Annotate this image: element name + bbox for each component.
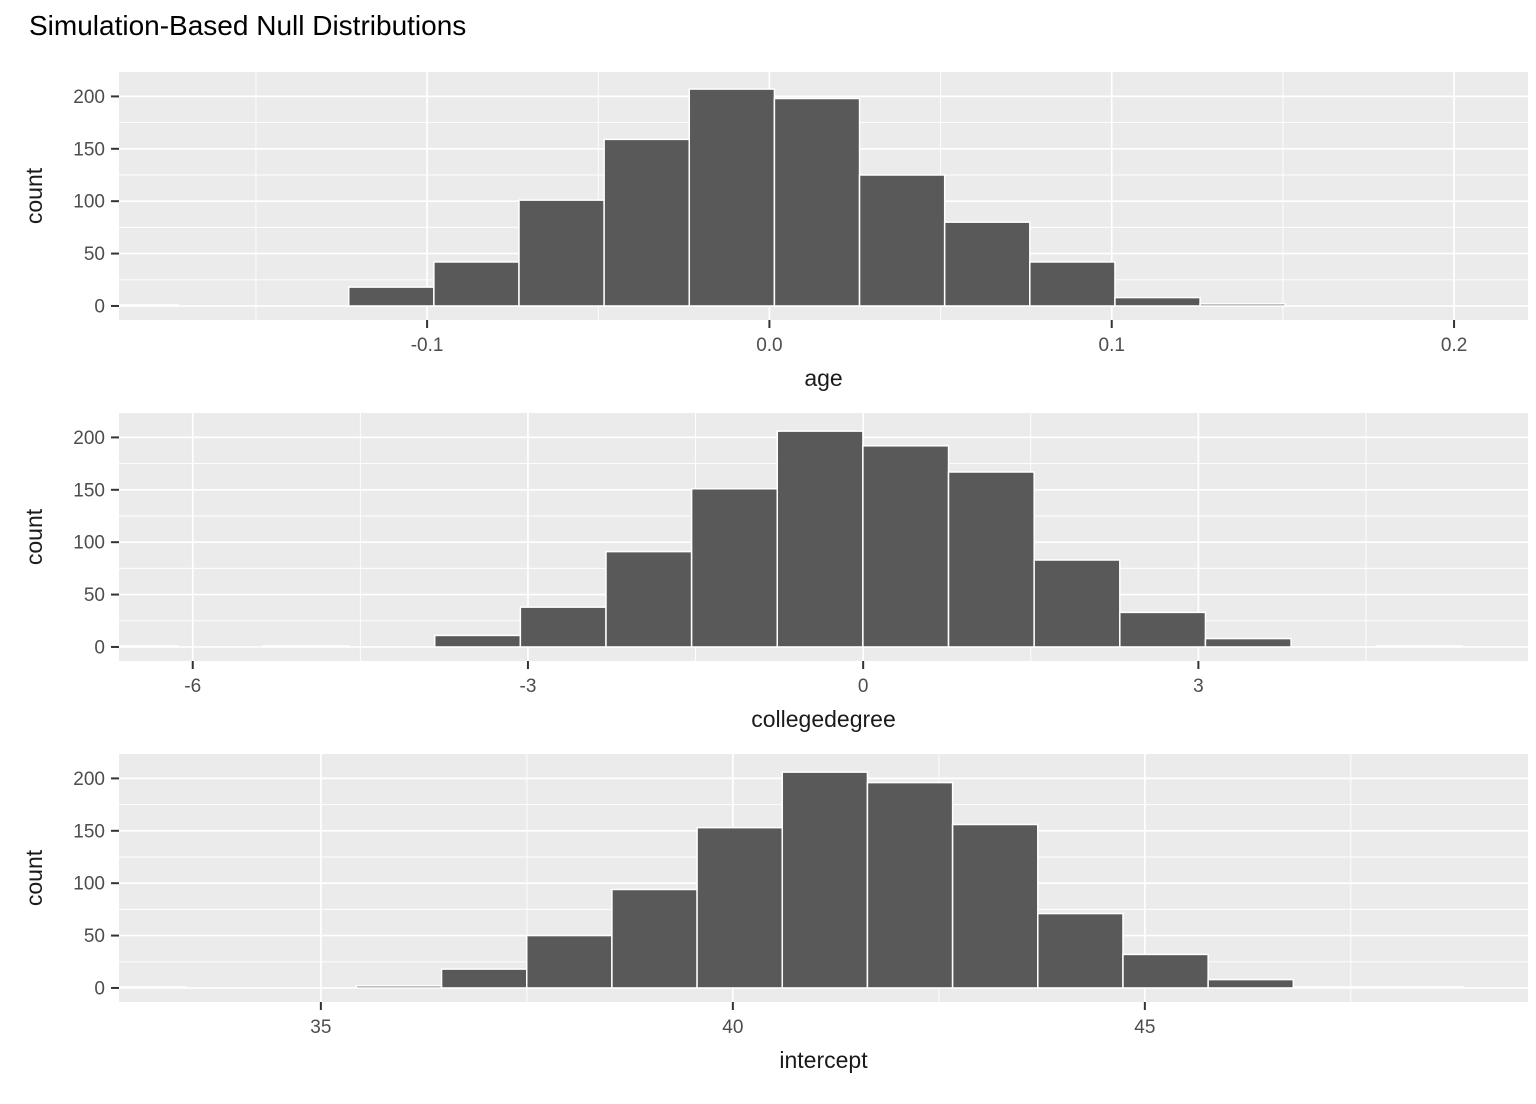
x-tick-label: -3 [520, 676, 537, 697]
bar [518, 199, 605, 307]
y-tick-label: 100 [73, 192, 105, 213]
bar [433, 634, 522, 648]
y-tick-label: 50 [84, 585, 105, 606]
y-tick-label: 0 [94, 978, 105, 999]
y-tick-label: 0 [94, 296, 105, 317]
bar [690, 488, 779, 648]
y-tick-label: 50 [84, 244, 105, 265]
bar [1204, 637, 1292, 648]
y-tick-label: 200 [73, 769, 105, 790]
facet-age: 0 50 100 150 200 -0.1 0.0 0.1 0.2 age count [21, 72, 1528, 391]
y-tick-label: 100 [73, 533, 105, 554]
bar [525, 934, 613, 989]
x-tick-label: 0 [858, 676, 869, 697]
y-tick-label: 150 [73, 139, 105, 160]
bar [1029, 261, 1116, 307]
x-tick-label: -0.1 [411, 335, 444, 356]
bar [603, 138, 691, 307]
y-tick-label: 0 [94, 637, 105, 658]
bar [951, 823, 1039, 989]
x-axis-title-collegedegree: collegedegree [751, 706, 896, 732]
bars-age [118, 88, 1286, 307]
facet-intercept: 0 50 100 150 200 35 40 45 intercept count [21, 754, 1528, 1073]
x-axis-title-intercept: intercept [779, 1047, 868, 1073]
y-tick-label: 200 [73, 428, 105, 449]
bar [118, 645, 179, 648]
x-tick-label: 40 [722, 1017, 743, 1038]
y-axis-title-count: count [21, 167, 47, 224]
y-tick-label: 150 [73, 821, 105, 842]
bar [118, 304, 180, 307]
bar [862, 445, 950, 648]
y-tick-label: 100 [73, 874, 105, 895]
bar [1292, 986, 1380, 989]
y-tick-label: 200 [73, 87, 105, 108]
bar [605, 550, 693, 648]
bar [1119, 611, 1207, 648]
bar [943, 221, 1031, 307]
x-tick-label: 0.1 [1099, 335, 1125, 356]
bar [773, 97, 861, 307]
bar [688, 88, 776, 307]
bars-collegedegree [118, 430, 1464, 648]
bar [355, 985, 443, 989]
bar [1114, 296, 1201, 307]
bar [947, 471, 1035, 648]
y-tick-label: 150 [73, 480, 105, 501]
bar [1199, 303, 1286, 307]
bar [1037, 912, 1124, 989]
bar [433, 261, 520, 307]
bar [776, 430, 864, 648]
bar [1122, 953, 1209, 989]
y-axis-title-count: count [21, 849, 47, 906]
bar [262, 645, 350, 648]
x-tick-label: 35 [310, 1017, 331, 1038]
bar [118, 986, 187, 989]
bar [1207, 978, 1295, 989]
bar [696, 826, 784, 989]
bar [440, 968, 528, 989]
bar [866, 781, 954, 989]
bar [611, 888, 698, 989]
y-axis-title-count: count [21, 508, 47, 565]
bar [347, 286, 435, 307]
bar [858, 174, 946, 307]
plot-title: Simulation-Based Null Distributions [29, 10, 467, 41]
x-axis-title-age: age [804, 365, 842, 391]
bar [1033, 559, 1121, 648]
y-tick-label: 50 [84, 926, 105, 947]
facet-collegedegree: 0 50 100 150 200 -6 -3 0 3 collegedegree count [21, 413, 1528, 732]
x-tick-label: -6 [184, 676, 201, 697]
x-tick-label: 45 [1134, 1017, 1155, 1038]
bar [519, 606, 607, 648]
bars-intercept [118, 771, 1465, 989]
x-tick-label: 3 [1193, 676, 1204, 697]
x-tick-label: 0.2 [1441, 335, 1467, 356]
bar [1375, 645, 1464, 648]
bar [1377, 986, 1465, 989]
x-tick-label: 0.0 [756, 335, 782, 356]
bar [781, 771, 869, 989]
